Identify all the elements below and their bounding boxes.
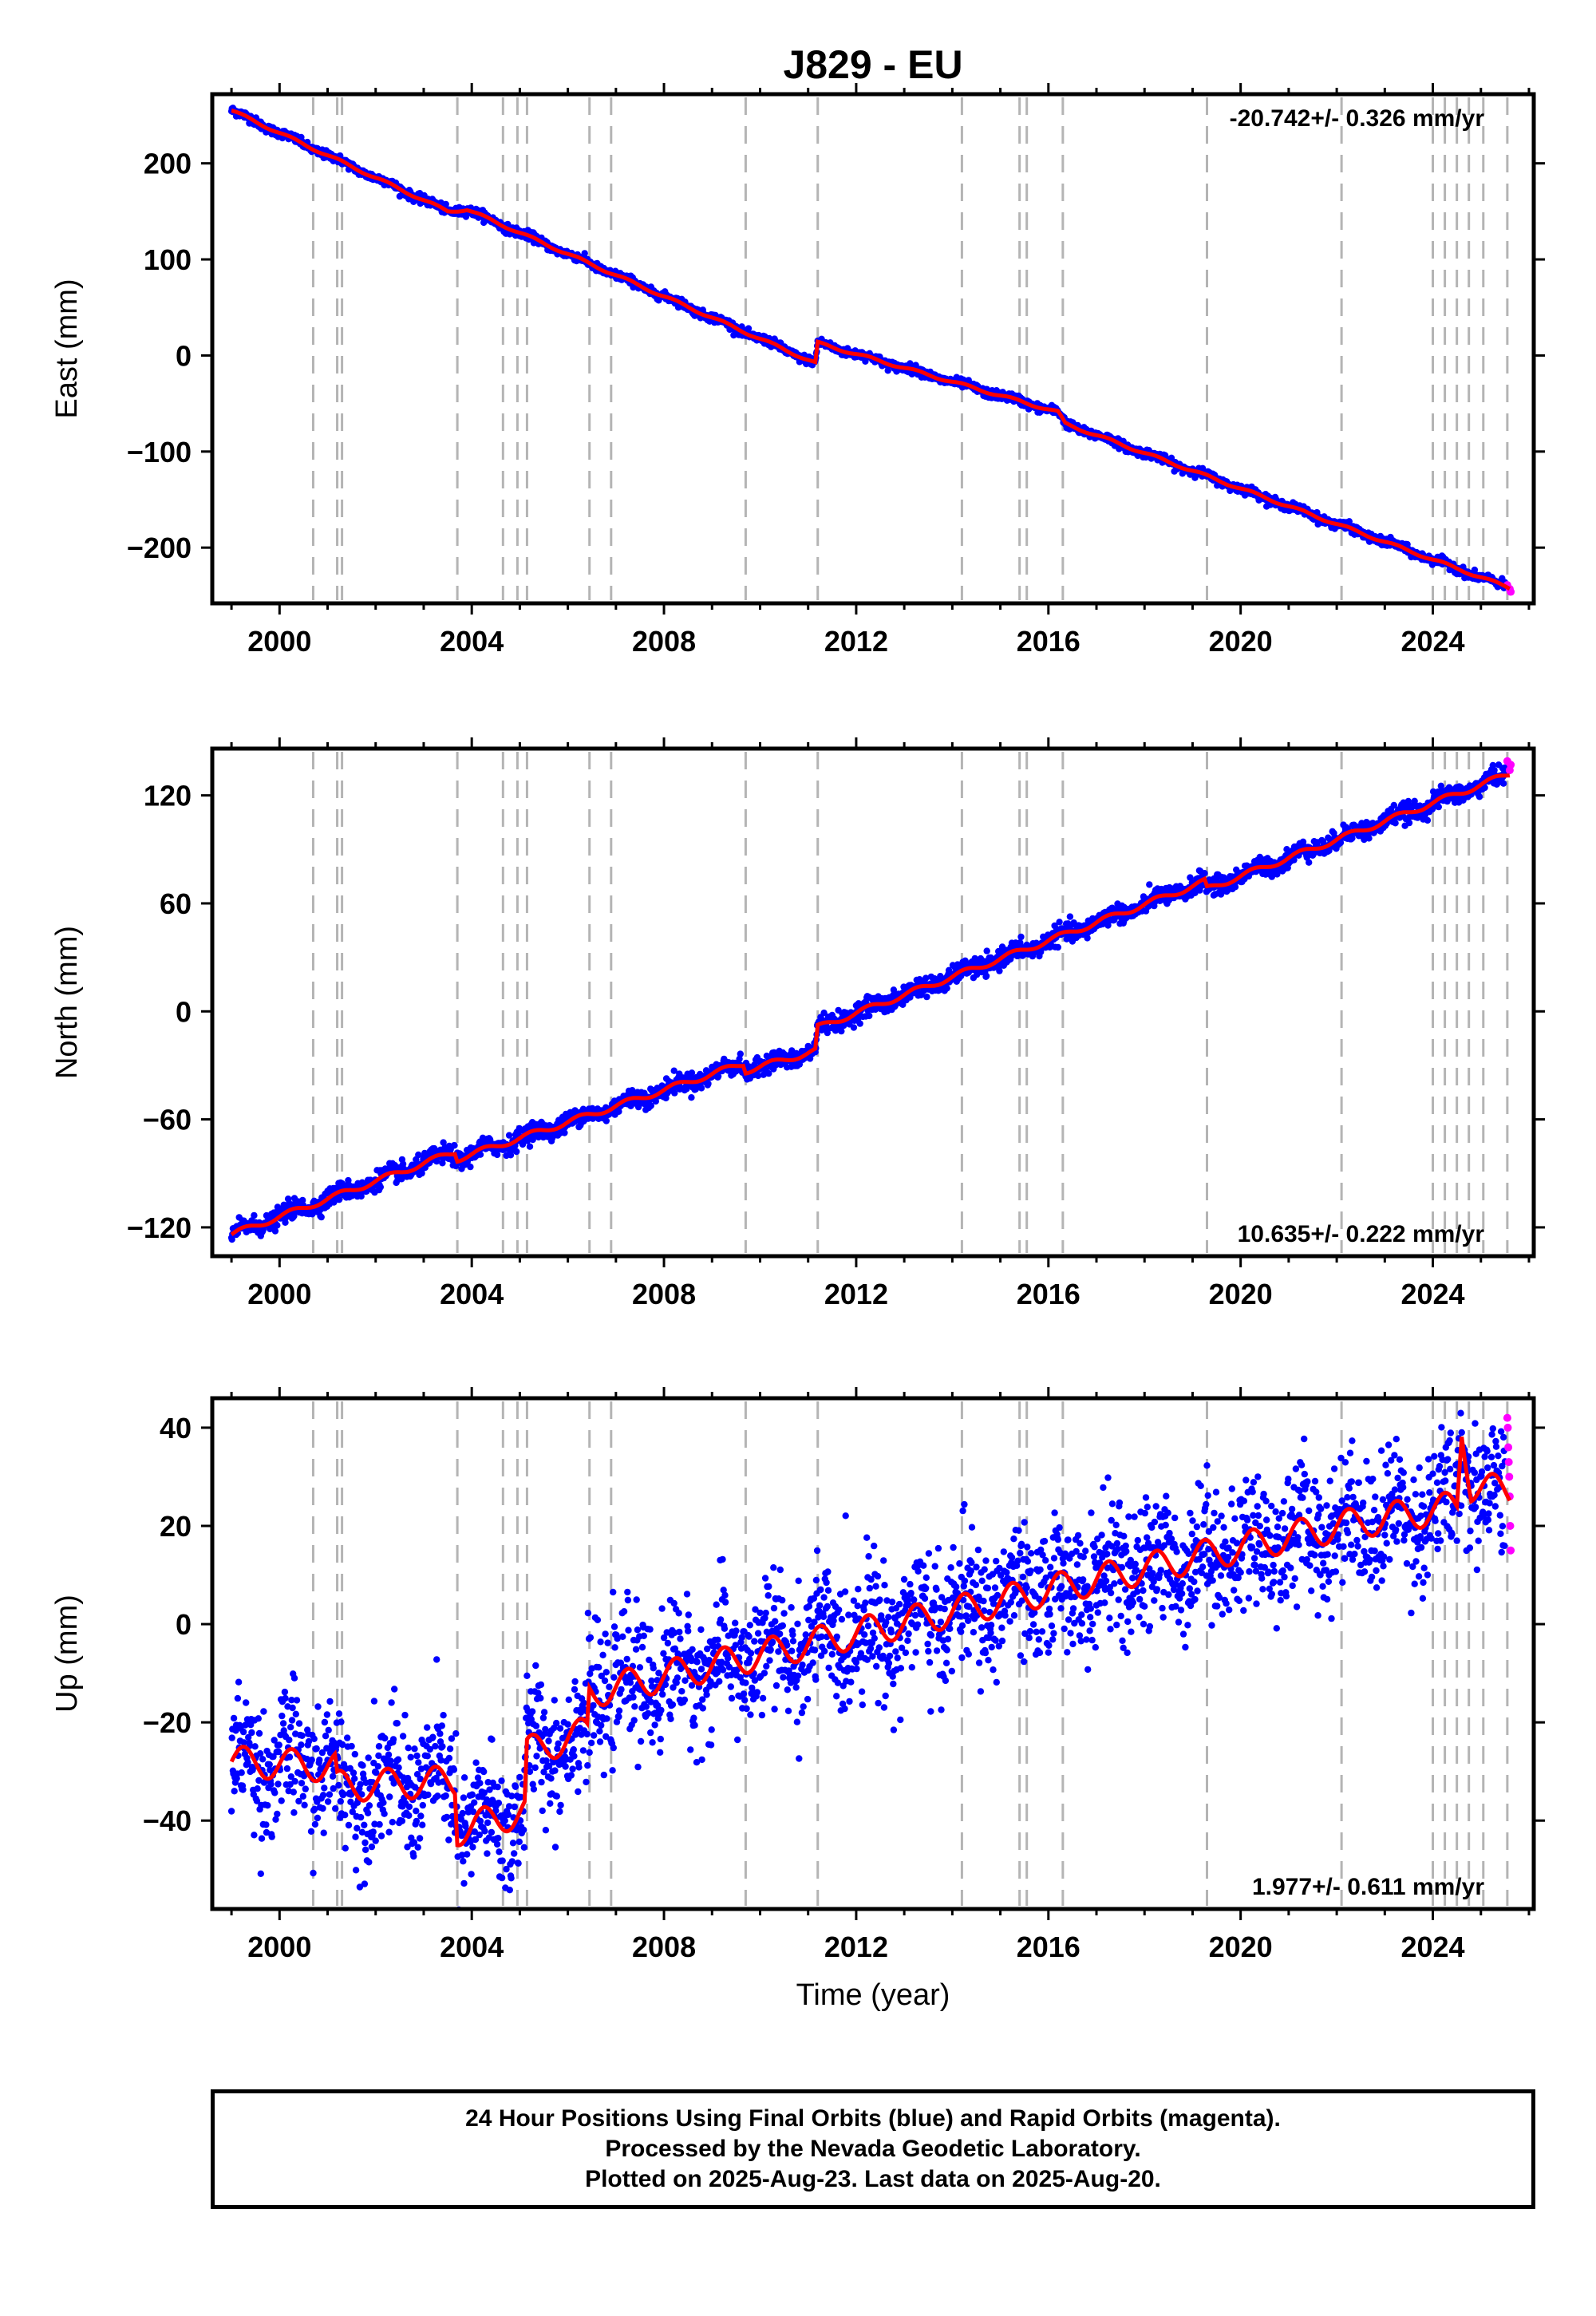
figure-title: J829 - EU xyxy=(783,42,962,87)
data-point xyxy=(982,972,990,980)
panels: 2000 2004 2008 2012 2016 2020 2024 −200 −100 0 100… xyxy=(50,83,1545,2012)
data-point xyxy=(1017,933,1025,941)
data-point xyxy=(602,1117,610,1124)
data-point xyxy=(1066,913,1074,920)
data-point xyxy=(705,1080,712,1088)
data-point xyxy=(581,250,588,257)
data-point xyxy=(442,200,449,208)
data-point xyxy=(513,1148,520,1156)
y-tick-label-east--200: −200 xyxy=(127,532,192,564)
data-point xyxy=(996,967,1003,974)
data-point xyxy=(467,1163,474,1171)
x-tick-label-east-2000: 2000 xyxy=(247,625,311,658)
y-tick-label-east--100: −100 xyxy=(127,436,192,468)
data-point xyxy=(850,1024,858,1031)
data-point xyxy=(923,993,930,1001)
x-tick-label-east-2024: 2024 xyxy=(1400,625,1464,658)
data-point xyxy=(737,1050,744,1057)
data-point xyxy=(866,1012,873,1020)
panel-north: 2000 2004 2008 2012 2016 2020 2024−120−6006012… xyxy=(50,737,1545,1310)
data-point xyxy=(274,1222,281,1229)
data-point xyxy=(688,1094,695,1101)
x-tick-label-east-2004: 2004 xyxy=(440,625,504,658)
x-tick-label-east-2012: 2012 xyxy=(824,625,888,658)
data-point xyxy=(615,1108,622,1116)
data-point xyxy=(943,985,950,992)
data-point xyxy=(561,1129,568,1136)
x-tick-label-east-2020: 2020 xyxy=(1209,625,1273,658)
data-point xyxy=(318,1213,325,1221)
data-point xyxy=(884,367,891,374)
final-orbit-points-north xyxy=(227,761,1509,1243)
x-tick-label-east-2008: 2008 xyxy=(632,625,696,658)
data-point xyxy=(526,1143,534,1150)
data-point xyxy=(451,1142,458,1149)
panel-east: 2000 2004 2008 2012 2016 2020 2024 −200 −100 0 100… xyxy=(50,83,1545,658)
data-point xyxy=(856,1020,863,1027)
y-tick-label-east-0: 0 xyxy=(176,339,192,372)
data-point xyxy=(1054,943,1062,951)
data-point xyxy=(1201,870,1208,877)
data-point xyxy=(1056,919,1063,926)
data-point xyxy=(251,1211,258,1219)
y-tick-label-east-200: 200 xyxy=(144,148,192,180)
data-point xyxy=(377,1184,384,1191)
data-point xyxy=(697,1085,705,1092)
rate-annotation-east: -20.742+/- 0.326 mm/yr xyxy=(1230,105,1485,132)
model-fit-line-east xyxy=(231,109,1511,591)
data-point xyxy=(983,947,990,954)
data-point xyxy=(745,325,753,332)
y-tick-label-east-100: 100 xyxy=(144,243,192,276)
y-axis-label-east: East (mm) xyxy=(50,279,84,418)
data-point xyxy=(1146,881,1153,888)
x-tick-label-east-2016: 2016 xyxy=(1017,625,1080,658)
